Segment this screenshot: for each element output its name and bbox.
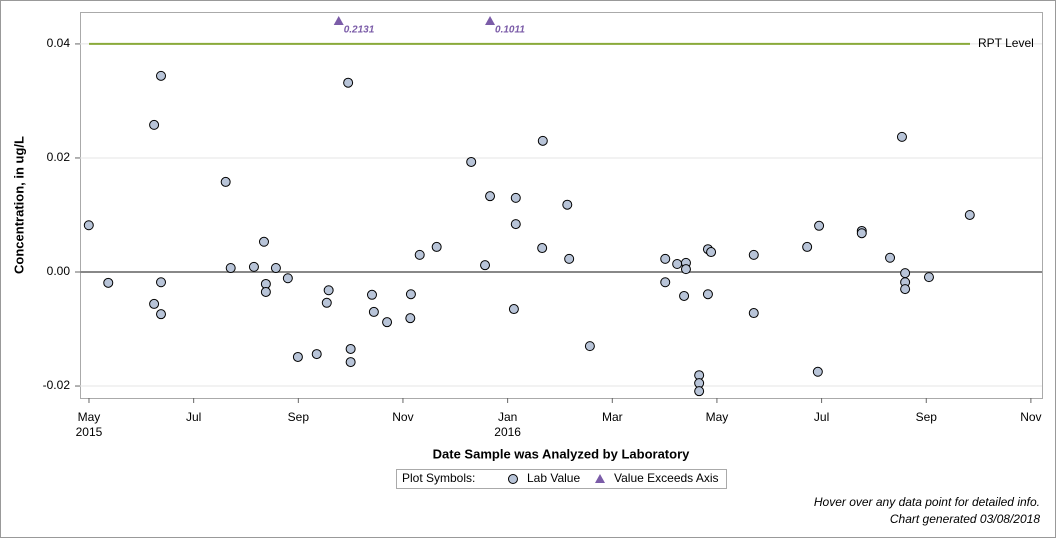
data-point [812, 366, 823, 377]
data-point [584, 341, 595, 352]
data-point [405, 289, 416, 300]
data-point [706, 247, 717, 258]
data-point [466, 156, 477, 167]
data-point [282, 273, 293, 284]
data-point [856, 228, 867, 239]
plot-frame [80, 12, 1043, 399]
data-point [156, 277, 167, 288]
data-point [679, 290, 690, 301]
data-point [480, 260, 491, 271]
y-tick-label: 0.04 [47, 36, 71, 50]
data-point [885, 252, 896, 263]
data-point [680, 264, 691, 275]
data-point [382, 317, 393, 328]
data-point [225, 263, 236, 274]
data-point [156, 70, 167, 81]
data-point [343, 77, 354, 88]
data-point [802, 241, 813, 252]
data-point [292, 351, 303, 362]
x-tick-year: 2015 [76, 425, 103, 439]
data-point [321, 297, 332, 308]
x-tick-label: Jan [498, 410, 517, 424]
data-point [896, 131, 907, 142]
data-point [748, 249, 759, 260]
data-point [964, 209, 975, 220]
legend-title: Plot Symbols: [402, 471, 475, 485]
data-point [149, 119, 160, 130]
legend-label: Lab Value [527, 471, 580, 485]
x-tick-label: Sep [288, 410, 310, 424]
data-point [270, 263, 281, 274]
data-point [694, 386, 705, 397]
exceeds-marker [333, 16, 344, 25]
data-point [83, 220, 94, 231]
x-tick-label: Nov [1020, 410, 1041, 424]
data-point [510, 192, 521, 203]
data-point [537, 135, 548, 146]
data-point [345, 343, 356, 354]
data-point [258, 236, 269, 247]
data-point [414, 249, 425, 260]
data-point [431, 241, 442, 252]
legend-marker [508, 474, 518, 484]
data-point [323, 285, 334, 296]
x-tick-label: Jul [814, 410, 829, 424]
x-axis-title: Date Sample was Analyzed by Laboratory [433, 446, 690, 461]
x-tick-label: Sep [916, 410, 938, 424]
data-point [814, 220, 825, 231]
exceeds-label: 0.2131 [344, 25, 375, 36]
legend-box [396, 469, 727, 489]
data-point [405, 313, 416, 324]
x-tick-label: Nov [392, 410, 413, 424]
data-point [248, 261, 259, 272]
data-point [900, 268, 911, 279]
y-tick-label: -0.02 [43, 378, 71, 392]
hover-note: Hover over any data point for detailed i… [814, 495, 1040, 509]
data-point [103, 277, 114, 288]
data-point [748, 308, 759, 319]
data-point [672, 259, 683, 270]
y-tick-label: 0.00 [47, 264, 71, 278]
y-tick-label: 0.02 [47, 150, 71, 164]
data-point [368, 306, 379, 317]
data-point [510, 219, 521, 230]
data-point [562, 199, 573, 210]
data-point [660, 253, 671, 264]
data-point [900, 284, 911, 295]
data-point [702, 289, 713, 300]
x-tick-label: Jul [186, 410, 201, 424]
data-point [485, 191, 496, 202]
data-point [311, 349, 322, 360]
data-point [537, 243, 548, 254]
x-tick-year: 2016 [494, 425, 521, 439]
data-point [366, 289, 377, 300]
x-tick-label: May [78, 410, 101, 424]
data-point [156, 309, 167, 320]
data-point [660, 277, 671, 288]
data-point [260, 286, 271, 297]
data-point [149, 298, 160, 309]
data-point [564, 253, 575, 264]
legend-label: Value Exceeds Axis [614, 471, 719, 485]
data-point [220, 176, 231, 187]
reference-label: RPT Level [978, 36, 1034, 50]
legend-marker [595, 474, 605, 483]
generated-note: Chart generated 03/08/2018 [890, 512, 1040, 526]
data-point [345, 357, 356, 368]
exceeds-label: 0.1011 [495, 25, 525, 36]
x-tick-label: Mar [602, 410, 623, 424]
exceeds-marker [485, 16, 496, 25]
data-point [508, 304, 519, 315]
y-axis-title: Concentration, in ug/L [11, 136, 26, 274]
x-tick-label: May [706, 410, 729, 424]
data-point [923, 272, 934, 283]
